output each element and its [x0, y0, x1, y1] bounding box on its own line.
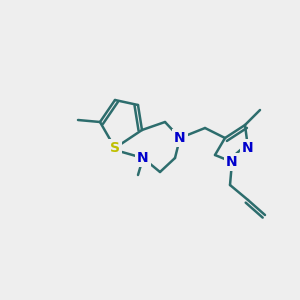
- Text: N: N: [242, 141, 254, 155]
- Text: N: N: [174, 131, 186, 145]
- Text: N: N: [226, 155, 238, 169]
- Text: S: S: [110, 141, 120, 155]
- Text: N: N: [137, 151, 149, 165]
